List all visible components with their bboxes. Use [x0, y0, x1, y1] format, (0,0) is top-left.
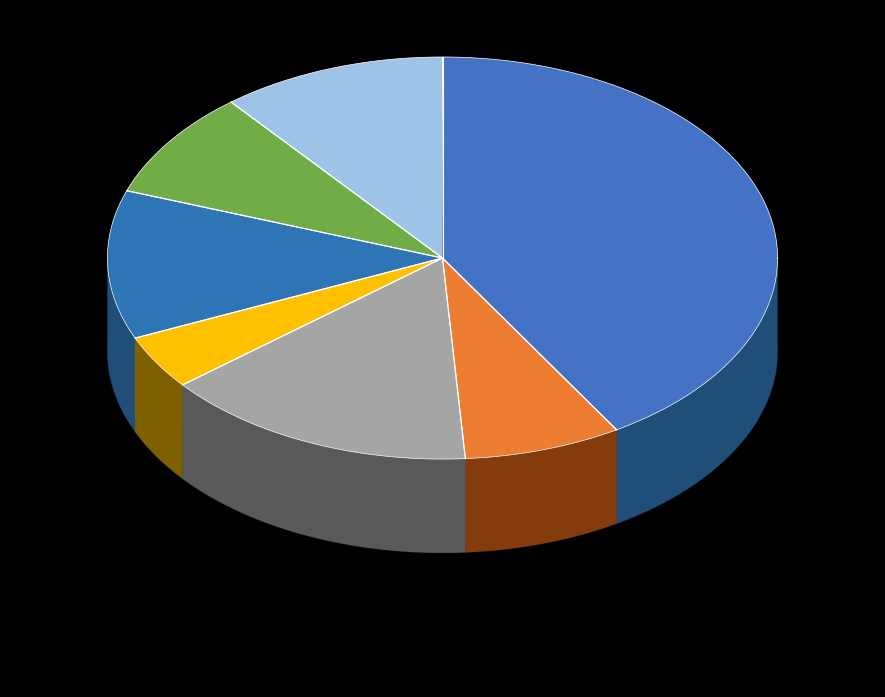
- Polygon shape: [442, 258, 466, 553]
- Polygon shape: [135, 338, 182, 399]
- Polygon shape: [182, 258, 443, 479]
- Polygon shape: [135, 258, 442, 385]
- Polygon shape: [231, 57, 442, 258]
- Polygon shape: [135, 258, 442, 432]
- Polygon shape: [442, 258, 617, 523]
- Polygon shape: [442, 258, 466, 553]
- Polygon shape: [182, 258, 443, 479]
- Polygon shape: [442, 258, 617, 523]
- Polygon shape: [127, 102, 442, 258]
- Polygon shape: [442, 57, 778, 430]
- Polygon shape: [135, 258, 442, 432]
- Polygon shape: [107, 258, 135, 432]
- Polygon shape: [182, 385, 466, 553]
- Polygon shape: [442, 258, 617, 459]
- Polygon shape: [617, 258, 778, 444]
- Polygon shape: [107, 258, 135, 352]
- Polygon shape: [466, 430, 617, 473]
- Polygon shape: [182, 385, 466, 473]
- Polygon shape: [107, 191, 442, 338]
- Polygon shape: [466, 430, 617, 553]
- Polygon shape: [107, 151, 778, 553]
- Polygon shape: [617, 258, 778, 523]
- Polygon shape: [135, 338, 182, 479]
- Polygon shape: [182, 258, 466, 459]
